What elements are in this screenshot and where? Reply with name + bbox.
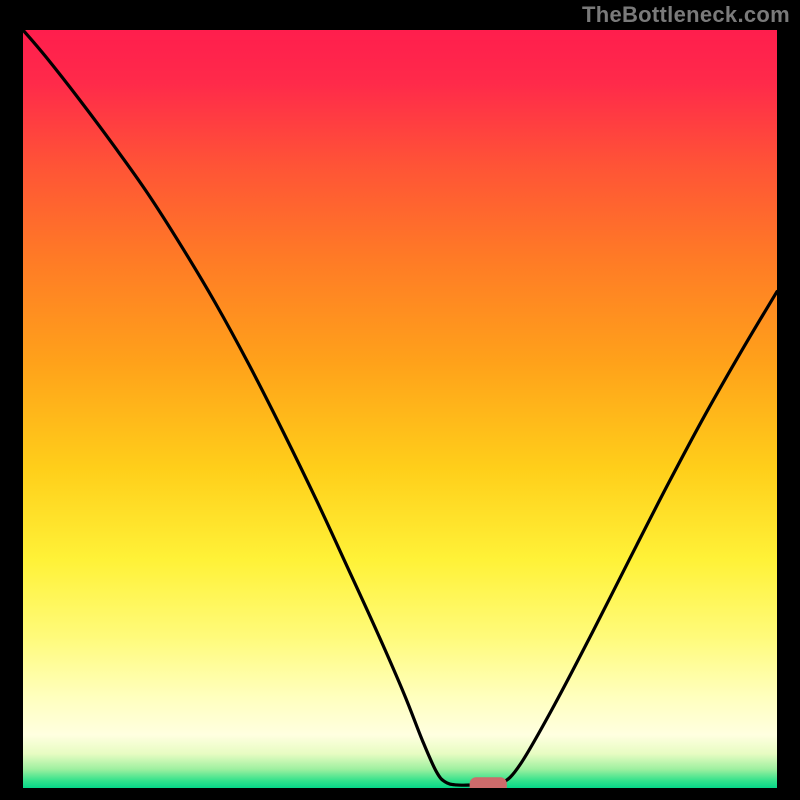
plot-area <box>23 30 777 788</box>
chart-root: TheBottleneck.com <box>0 0 800 800</box>
optimal-point-marker <box>23 30 777 788</box>
watermark-text: TheBottleneck.com <box>0 2 800 28</box>
